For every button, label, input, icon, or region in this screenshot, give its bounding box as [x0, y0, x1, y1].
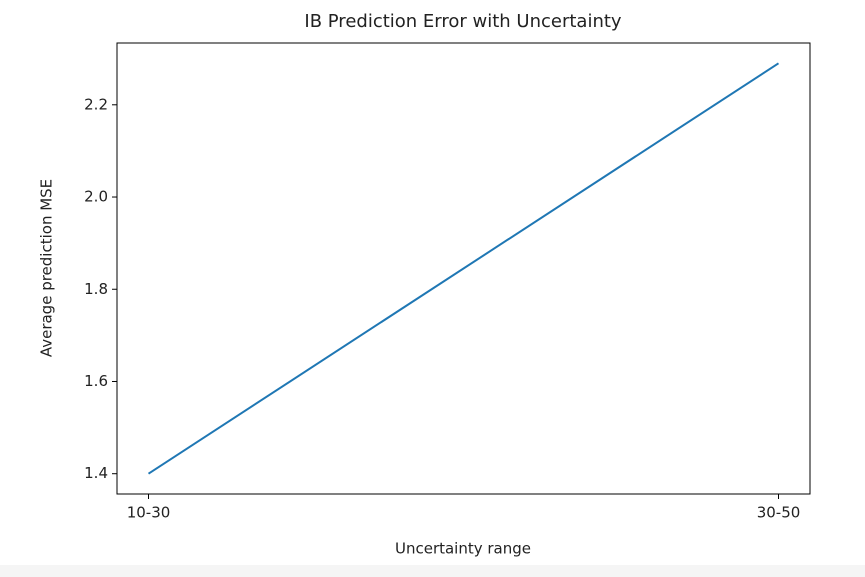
y-tick-label: 2.2 — [84, 95, 108, 113]
y-tick-label: 2.0 — [84, 188, 108, 206]
y-tick-label: 1.4 — [84, 464, 108, 482]
x-tick-label: 30-50 — [757, 504, 801, 522]
plot-frame — [116, 42, 811, 495]
footer-strip — [0, 565, 865, 577]
chart-title: IB Prediction Error with Uncertainty — [304, 11, 622, 32]
y-tick-label: 1.6 — [84, 372, 108, 390]
x-axis-label: Uncertainty range — [395, 540, 531, 558]
y-tick-label: 1.8 — [84, 280, 108, 298]
x-tick-label: 10-30 — [127, 504, 171, 522]
y-axis-label: Average prediction MSE — [38, 179, 56, 357]
line — [147, 62, 780, 475]
